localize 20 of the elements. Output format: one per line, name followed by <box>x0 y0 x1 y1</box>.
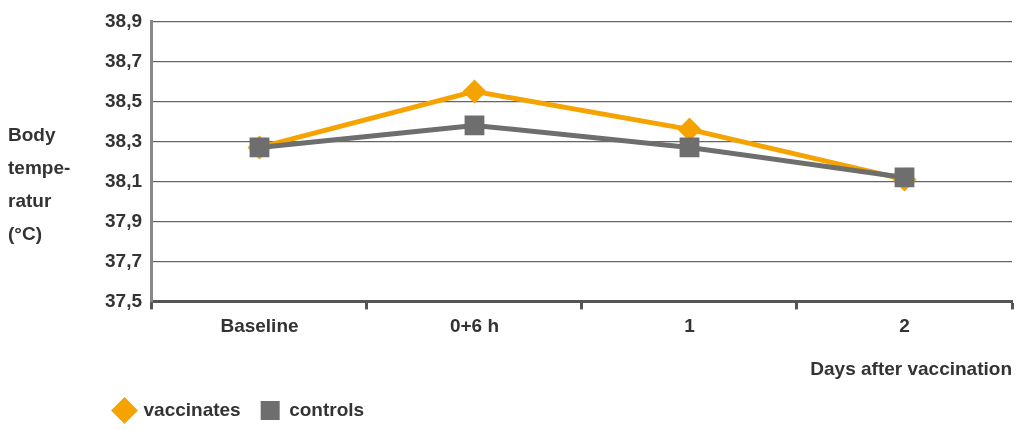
point <box>464 115 485 136</box>
x-tick-label: 2 <box>899 315 910 337</box>
point <box>462 79 487 104</box>
y-tick-label: 37,5 <box>105 289 143 311</box>
legend-label: vaccinates <box>143 398 241 420</box>
y-tick-label: 38,7 <box>105 49 142 71</box>
x-tick-label: 0+6 h <box>449 315 500 337</box>
y-tick-label: 38,5 <box>105 89 143 111</box>
y-axis-title: Body tempe-ratur (°C) <box>8 123 72 246</box>
y-tick-label: 38,9 <box>105 9 142 31</box>
y-tick-label: 37,7 <box>105 249 142 271</box>
point <box>679 137 700 158</box>
point <box>894 167 915 188</box>
y-tick-label: 38,1 <box>105 169 143 191</box>
x-axis-title: Days after vaccination <box>810 357 1012 379</box>
y-tick-label: 38,3 <box>105 129 142 151</box>
x-tick-label: Baseline <box>220 315 299 337</box>
legend-label: controls <box>289 398 365 420</box>
y-tick-label: 37,9 <box>105 209 142 231</box>
x-tick-label: 1 <box>684 315 696 337</box>
